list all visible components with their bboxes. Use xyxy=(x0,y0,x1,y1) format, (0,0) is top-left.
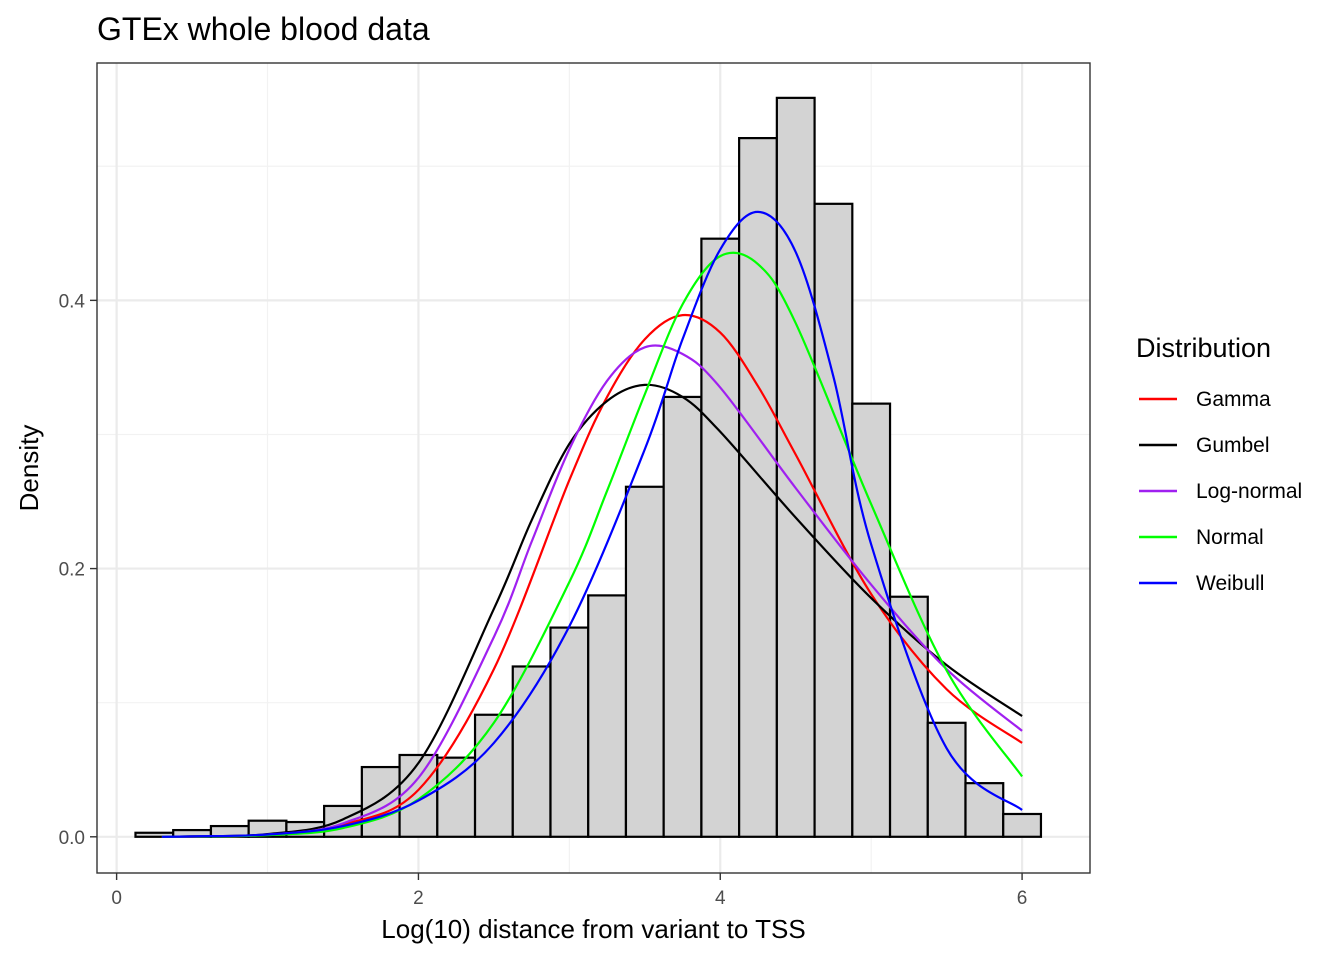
x-tick-label: 4 xyxy=(715,888,726,909)
curve-normal xyxy=(161,251,1023,838)
y-tick-label: 0.0 xyxy=(59,828,85,849)
histogram-bar xyxy=(888,595,929,838)
legend-label: Normal xyxy=(1196,526,1264,549)
curve-log-normal xyxy=(161,344,1023,838)
histogram-bars xyxy=(134,96,1043,838)
histogram-bar xyxy=(775,96,816,838)
legend-label: Weibull xyxy=(1196,572,1264,595)
chart-title: GTEx whole blood data xyxy=(97,11,430,47)
histogram-bar xyxy=(964,782,1005,838)
legend-label: Gamma xyxy=(1196,388,1271,411)
histogram-bar xyxy=(587,594,628,838)
histogram-bar xyxy=(549,626,590,838)
histogram-bar xyxy=(624,485,665,838)
histogram-bar xyxy=(473,713,514,838)
legend: Distribution Gamma Gumbel Log-normal Normal… xyxy=(1136,333,1302,595)
y-axis-ticks: 0.0 0.2 0.4 xyxy=(59,291,97,849)
x-axis-ticks: 0 2 4 6 xyxy=(111,873,1027,909)
histogram-bar xyxy=(851,402,892,838)
density-curves xyxy=(161,210,1023,838)
histogram-bar xyxy=(436,756,477,838)
y-tick-label: 0.4 xyxy=(59,291,86,312)
x-axis-label: Log(10) distance from variant to TSS xyxy=(381,914,805,944)
legend-title: Distribution xyxy=(1136,333,1271,363)
histogram-bar xyxy=(738,136,778,838)
histogram-bar xyxy=(398,753,439,838)
x-tick-label: 2 xyxy=(413,888,424,909)
y-tick-label: 0.2 xyxy=(59,560,85,581)
histogram-bar xyxy=(926,721,967,838)
x-tick-label: 0 xyxy=(111,888,122,909)
legend-label: Gumbel xyxy=(1196,434,1270,457)
curve-weibull xyxy=(161,210,1023,838)
x-tick-label: 6 xyxy=(1017,888,1028,909)
y-axis-label: Density xyxy=(14,425,44,512)
legend-label: Log-normal xyxy=(1196,480,1302,503)
histogram-bar xyxy=(662,395,703,838)
histogram-bar xyxy=(1002,812,1043,838)
panel-border xyxy=(96,62,1091,874)
histogram-bar xyxy=(700,237,741,838)
legend-items: Gamma Gumbel Log-normal Normal Weibull xyxy=(1139,388,1302,595)
